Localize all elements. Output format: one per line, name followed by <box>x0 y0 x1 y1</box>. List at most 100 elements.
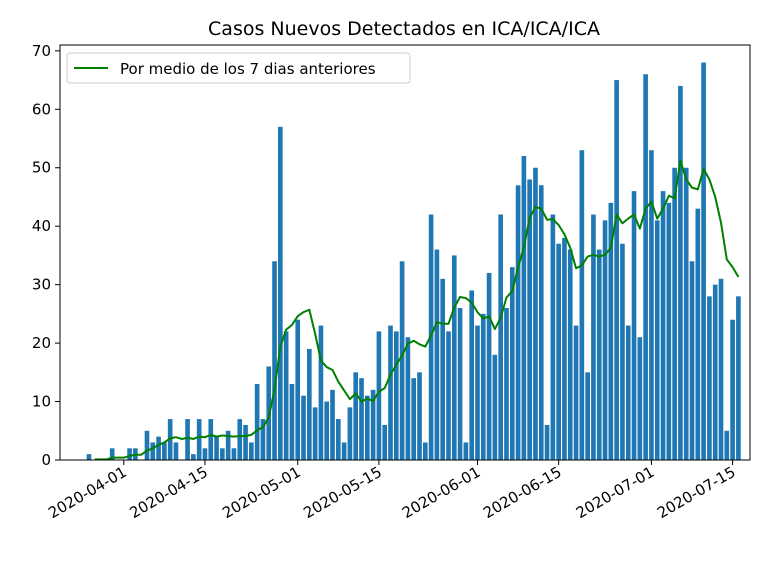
bar <box>376 331 382 460</box>
bar <box>202 448 208 460</box>
bar <box>295 319 301 460</box>
bar <box>480 313 486 460</box>
bar <box>451 255 457 460</box>
y-tick-label: 70 <box>32 42 51 60</box>
x-tick-label: 2020-04-01 <box>45 463 130 522</box>
bar <box>602 220 608 460</box>
bar <box>318 325 324 460</box>
bar <box>422 442 428 460</box>
bar <box>596 249 602 460</box>
bar <box>162 442 167 460</box>
bar <box>341 442 347 460</box>
bar <box>156 436 161 460</box>
bar <box>498 214 503 460</box>
bar <box>521 156 527 460</box>
bar <box>533 167 538 460</box>
bar <box>707 296 712 460</box>
bar <box>307 348 312 460</box>
bar <box>214 436 219 460</box>
y-tick-label: 60 <box>32 100 51 118</box>
bar <box>654 220 660 460</box>
bar <box>127 448 132 460</box>
bar <box>411 378 417 460</box>
y-tick-label: 40 <box>32 217 51 235</box>
bar <box>509 267 515 460</box>
legend-box <box>66 52 411 84</box>
bar <box>440 278 446 460</box>
bar <box>579 150 585 460</box>
bar <box>683 167 689 460</box>
bar <box>312 407 318 460</box>
bar <box>678 85 683 461</box>
x-tick-label: 2020-04-15 <box>126 463 211 522</box>
bar <box>330 389 335 460</box>
bar <box>173 442 179 460</box>
bar <box>573 325 579 460</box>
y-tick-label: 0 <box>41 451 51 469</box>
x-tick-label: 2020-07-15 <box>654 463 739 522</box>
bar <box>434 249 440 460</box>
bar <box>556 243 561 460</box>
bar <box>347 407 353 460</box>
bar <box>486 272 492 460</box>
bar <box>643 74 648 460</box>
x-tick-label: 2020-06-15 <box>480 463 565 522</box>
bar <box>237 419 243 460</box>
bar <box>463 442 469 460</box>
bar <box>585 372 590 460</box>
bar <box>446 331 451 460</box>
bar <box>527 179 532 460</box>
bar <box>150 442 156 460</box>
bar <box>614 80 619 460</box>
bar-series <box>86 62 741 461</box>
bar <box>283 331 289 460</box>
bar <box>393 331 399 460</box>
y-tick-label: 50 <box>32 159 51 177</box>
bar <box>625 325 631 460</box>
bar <box>724 430 730 460</box>
bar <box>631 191 637 460</box>
bar <box>144 430 150 460</box>
bar <box>562 237 567 460</box>
bar <box>231 448 237 460</box>
bar <box>475 325 480 460</box>
bar <box>672 167 677 460</box>
bar <box>718 278 724 460</box>
bar <box>550 214 556 460</box>
bar <box>324 401 330 460</box>
bar <box>504 308 509 460</box>
bar <box>260 419 266 460</box>
bar <box>637 337 643 460</box>
legend: Por medio de los 7 dias anteriores <box>66 52 411 84</box>
x-tick-label: 2020-07-01 <box>573 463 658 522</box>
bar <box>649 150 654 460</box>
bar <box>388 325 393 460</box>
bar <box>364 395 370 460</box>
bar <box>301 395 306 460</box>
bar <box>399 261 405 460</box>
bar <box>660 191 666 460</box>
line-series <box>94 159 740 461</box>
bar <box>225 430 231 460</box>
bar <box>492 354 498 460</box>
chart-title: Casos Nuevos Detectados en ICA/ICA/ICA <box>208 18 600 40</box>
bar <box>695 208 701 460</box>
bar <box>469 290 474 460</box>
bar <box>457 308 463 460</box>
bar <box>353 372 359 460</box>
bar <box>208 419 214 460</box>
bar <box>544 424 550 460</box>
bar <box>701 62 706 460</box>
bar <box>109 448 115 460</box>
bar <box>191 454 196 460</box>
bar <box>712 284 718 460</box>
bar <box>86 454 92 460</box>
moving-average-line <box>94 159 740 461</box>
bar <box>382 424 388 460</box>
bar <box>620 243 625 460</box>
bar <box>336 419 341 460</box>
y-tick-label: 20 <box>32 334 51 352</box>
bar <box>249 442 254 460</box>
bar <box>405 337 411 460</box>
